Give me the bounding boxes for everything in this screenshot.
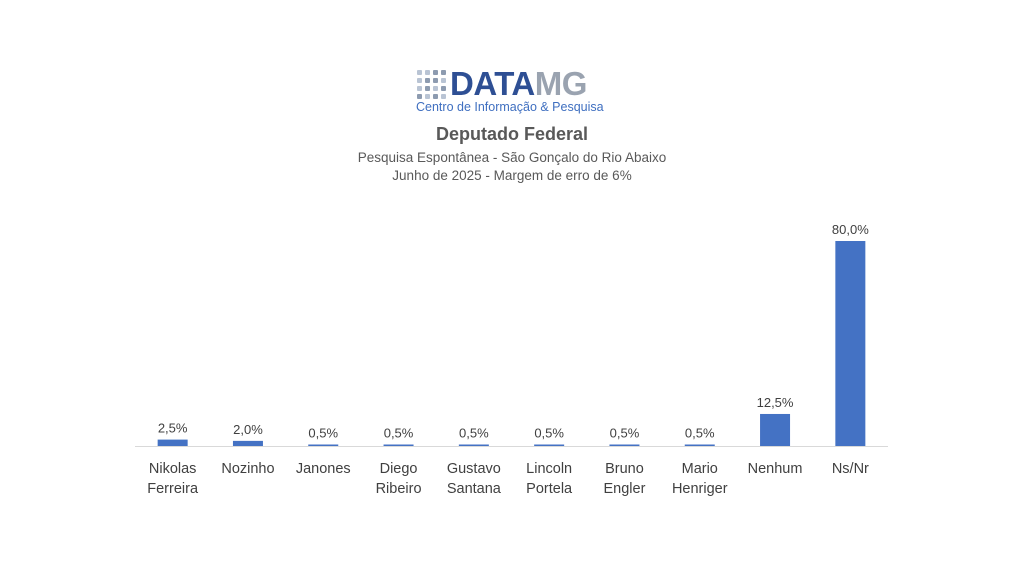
data-label: 0,5%	[534, 426, 564, 441]
logo-dots-icon	[417, 69, 446, 99]
bar	[232, 440, 263, 446]
data-label: 0,5%	[308, 426, 338, 441]
chart-subtitle-line-1: Pesquisa Espontânea - São Gonçalo do Rio…	[357, 150, 667, 165]
category-label: Bruno Engler	[603, 461, 645, 497]
category-label: Gustavo Santana	[447, 461, 502, 497]
bar	[760, 413, 791, 446]
bar	[157, 439, 188, 446]
category-label: Janones	[296, 461, 351, 477]
logo-brand-primary: DATA	[450, 65, 535, 102]
data-label: 0,5%	[610, 426, 640, 441]
data-label: 80,0%	[832, 222, 869, 237]
category-label: Ns/Nr	[832, 461, 869, 477]
bar	[835, 241, 866, 446]
datamg-logo: DATAMG Centro de Informação & Pesquisa	[0, 62, 1024, 118]
category-label: Lincoln Portela	[526, 461, 573, 497]
category-label: Mario Henriger	[672, 461, 728, 497]
data-label: 0,5%	[685, 426, 715, 441]
chart-subtitle-line-2: Junho de 2025 - Margem de erro de 6%	[392, 168, 632, 183]
bar	[609, 444, 640, 446]
chart-title: Deputado Federal	[435, 124, 589, 144]
bar	[308, 444, 339, 446]
bar	[383, 444, 414, 446]
category-label: Nenhum	[748, 461, 803, 477]
logo-tagline: Centro de Informação & Pesquisa	[416, 100, 604, 114]
category-label: Nikolas Ferreira	[147, 461, 199, 497]
data-label: 12,5%	[757, 395, 794, 410]
data-label: 2,5%	[158, 421, 188, 436]
category-label: Nozinho	[221, 461, 274, 477]
bar	[534, 444, 565, 446]
bar	[684, 444, 715, 446]
category-label: Diego Ribeiro	[376, 461, 422, 497]
data-label: 2,0%	[233, 422, 263, 437]
data-label: 0,5%	[459, 426, 489, 441]
logo-brand: DATAMG	[450, 66, 587, 102]
bar	[458, 444, 489, 446]
logo-brand-secondary: MG	[534, 65, 588, 102]
data-label: 0,5%	[384, 426, 414, 441]
